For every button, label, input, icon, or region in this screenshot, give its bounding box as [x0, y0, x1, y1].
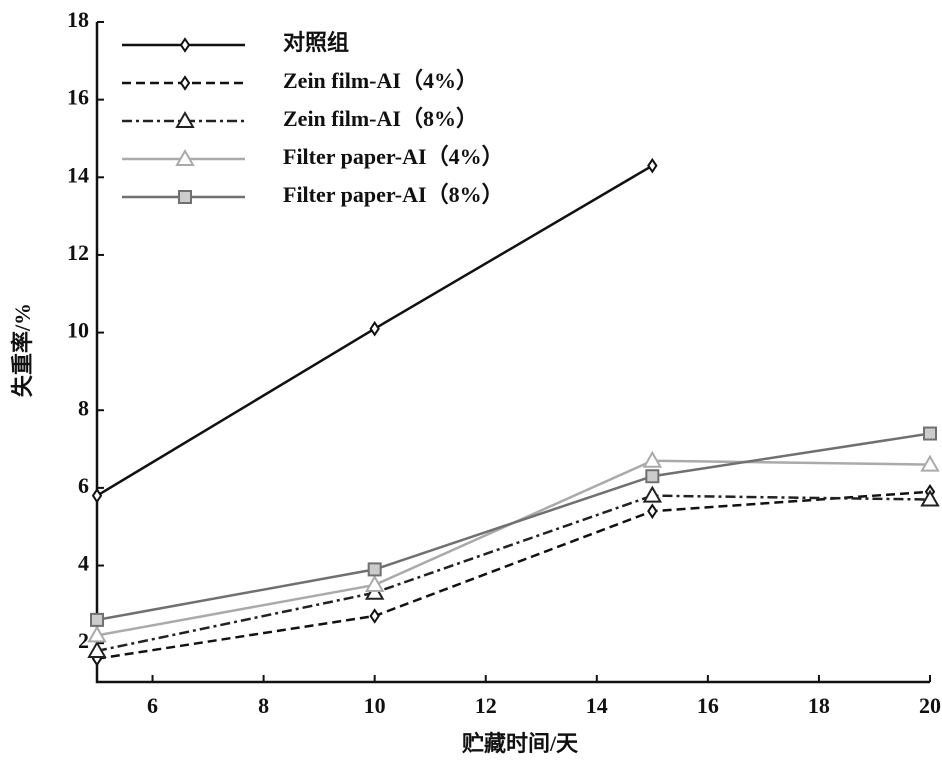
- data-point: [369, 608, 380, 624]
- y-tick-label: 18: [67, 7, 89, 32]
- legend-label: Filter paper-AI（8%）: [283, 182, 504, 207]
- data-point: [369, 320, 380, 337]
- y-tick-label: 4: [78, 551, 89, 576]
- x-tick-label: 14: [586, 693, 608, 718]
- x-tick-label: 6: [147, 693, 158, 718]
- series-line: [96, 459, 931, 637]
- series-line: [96, 494, 931, 653]
- y-axis-label: 失重率/%: [10, 303, 35, 397]
- legend-marker: [175, 148, 195, 166]
- legend-marker: [178, 190, 192, 204]
- x-tick-label: 8: [258, 693, 269, 718]
- data-point: [87, 625, 107, 643]
- legend-marker: [179, 75, 191, 91]
- legend-marker: [179, 37, 191, 53]
- x-tick-label: 18: [808, 693, 830, 718]
- data-point: [920, 489, 940, 507]
- legend-label: Zein film-AI（8%）: [283, 106, 478, 131]
- data-point: [920, 454, 940, 472]
- data-point: [91, 487, 103, 504]
- x-tick-label: 20: [919, 693, 941, 718]
- data-point: [87, 640, 107, 658]
- data-point: [642, 485, 663, 503]
- data-point: [364, 574, 385, 592]
- y-tick-label: 16: [67, 85, 89, 110]
- y-tick-label: 12: [67, 240, 89, 265]
- legend-marker: [175, 110, 195, 128]
- y-tick-label: 8: [78, 395, 89, 420]
- data-point: [367, 562, 382, 577]
- y-tick-label: 10: [67, 318, 89, 343]
- legend-label: 对照组: [283, 30, 349, 55]
- y-tick-label: 14: [67, 162, 89, 187]
- y-tick-label: 6: [78, 473, 89, 498]
- series-line: [96, 490, 931, 660]
- data-point: [923, 426, 937, 441]
- x-tick-label: 16: [697, 693, 719, 718]
- legend-label: Filter paper-AI（4%）: [283, 144, 504, 169]
- data-point: [642, 450, 663, 468]
- y-tick-label: 2: [78, 628, 89, 653]
- x-tick-label: 12: [475, 693, 497, 718]
- data-point: [647, 157, 658, 174]
- x-tick-label: 10: [364, 693, 386, 718]
- axis: [95, 22, 930, 684]
- data-point: [90, 612, 104, 627]
- legend-label: Zein film-AI（4%）: [283, 68, 478, 93]
- series-line: [96, 432, 931, 622]
- data-point: [647, 503, 658, 519]
- x-axis-label: 贮藏时间/天: [462, 731, 579, 756]
- data-point: [645, 469, 660, 484]
